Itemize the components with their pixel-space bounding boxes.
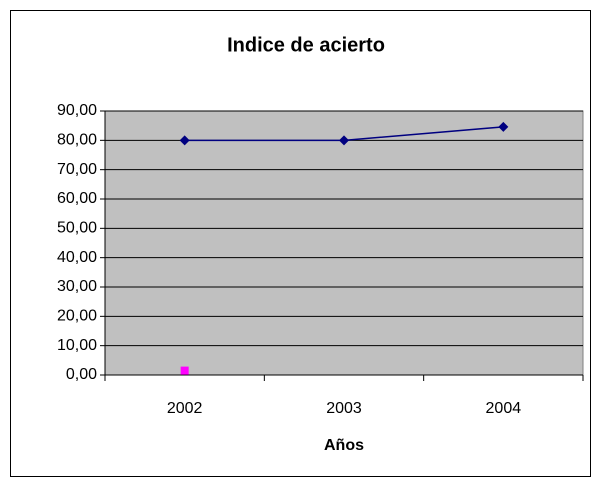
y-tick-label: 90,00 bbox=[57, 102, 97, 119]
plot-area bbox=[104, 110, 584, 376]
y-tick-label: 40,00 bbox=[57, 249, 97, 266]
y-tick-label: 50,00 bbox=[57, 220, 97, 237]
marker bbox=[339, 135, 349, 146]
y-tick-label: 80,00 bbox=[57, 132, 97, 149]
y-tick-label: 60,00 bbox=[57, 190, 97, 207]
y-tick-label: 20,00 bbox=[57, 308, 97, 325]
y-tick-label: 70,00 bbox=[57, 161, 97, 178]
x-tick-label: 2004 bbox=[486, 400, 522, 417]
y-tick-label: 30,00 bbox=[57, 278, 97, 295]
chart-title: Indice de acierto bbox=[227, 34, 385, 56]
marker bbox=[498, 121, 509, 132]
marker bbox=[180, 366, 189, 375]
y-tick-label: 10,00 bbox=[57, 337, 97, 354]
y-tick-label: 0,00 bbox=[66, 366, 97, 383]
x-tick-label: 2003 bbox=[326, 400, 362, 417]
x-axis-label: Años bbox=[324, 437, 364, 454]
x-tick-label: 2002 bbox=[167, 400, 203, 417]
marker bbox=[179, 135, 190, 146]
